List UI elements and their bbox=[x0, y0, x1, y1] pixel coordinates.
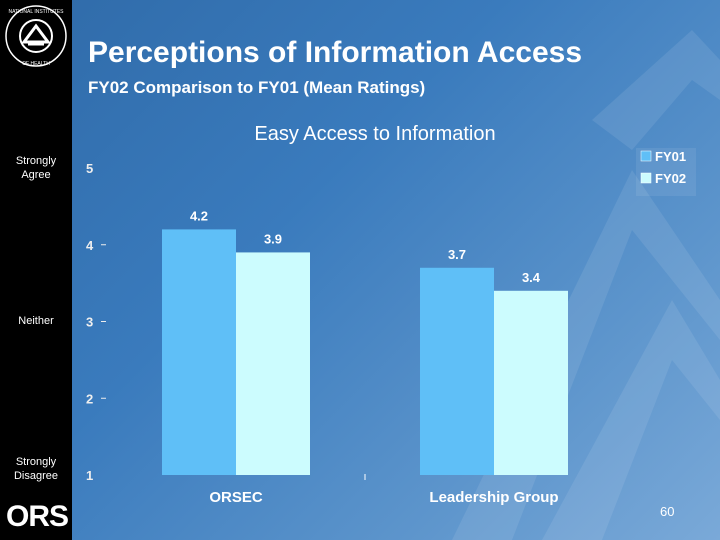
legend-label-fy02: FY02 bbox=[655, 171, 686, 186]
legend-label-fy01: FY01 bbox=[655, 149, 686, 164]
bar-fy02-0 bbox=[236, 252, 310, 475]
y-tick-label: 4 bbox=[86, 238, 94, 253]
x-category-label: Leadership Group bbox=[429, 489, 558, 506]
data-label: 3.7 bbox=[448, 247, 466, 262]
data-label: 3.4 bbox=[522, 270, 541, 285]
data-label: 3.9 bbox=[264, 231, 282, 246]
label-strongly-disagree-line2: Disagree bbox=[13, 470, 59, 482]
bar-fy01-1 bbox=[420, 267, 494, 475]
legend-swatch-fy01 bbox=[640, 150, 652, 162]
label-neither: Neither bbox=[18, 315, 54, 327]
label-strongly-agree: Strongly Agree bbox=[0, 154, 72, 182]
nih-seal-logo: NATIONAL INSTITUTES OF HEALTH bbox=[5, 5, 67, 67]
y-tick-label: 3 bbox=[86, 315, 93, 330]
chart-legend: FY01 FY02 bbox=[636, 148, 696, 196]
chart-title: Easy Access to Information bbox=[254, 123, 495, 145]
bar-fy01-0 bbox=[162, 229, 236, 475]
legend-swatch-fy02 bbox=[640, 172, 652, 184]
x-category-label: ORSEC bbox=[209, 489, 263, 506]
svg-text:OF HEALTH: OF HEALTH bbox=[22, 61, 50, 67]
label-strongly-agree-line1: Strongly bbox=[15, 155, 57, 167]
page-number: 60 bbox=[660, 504, 675, 519]
label-strongly-agree-line2: Agree bbox=[21, 169, 51, 181]
sidebar bbox=[0, 0, 72, 540]
slide-subtitle: FY02 Comparison to FY01 (Mean Ratings) bbox=[88, 78, 426, 97]
label-strongly-disagree: Strongly Disagree bbox=[0, 455, 72, 483]
y-tick-label: 1 bbox=[86, 468, 93, 483]
bar-fy02-1 bbox=[494, 290, 568, 475]
slide-title: Perceptions of Information Access bbox=[88, 36, 583, 69]
ors-logo: ORS bbox=[6, 500, 69, 533]
data-label: 4.2 bbox=[190, 208, 208, 223]
y-tick-label: 2 bbox=[86, 391, 93, 406]
svg-text:NATIONAL INSTITUTES: NATIONAL INSTITUTES bbox=[8, 9, 64, 15]
y-tick-label: 5 bbox=[86, 161, 93, 176]
label-strongly-disagree-line1: Strongly bbox=[15, 456, 57, 468]
